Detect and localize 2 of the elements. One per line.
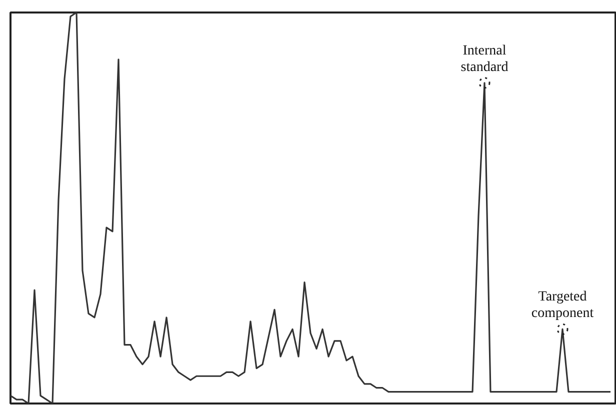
annotation: Internal standard bbox=[460, 43, 508, 75]
annotation: Targeted component bbox=[531, 290, 594, 322]
